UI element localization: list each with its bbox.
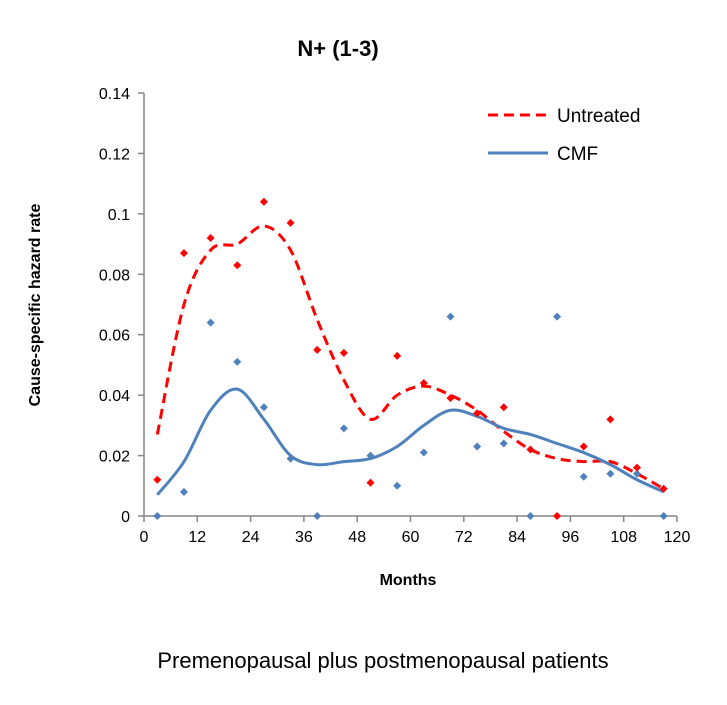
y-tick-label: 0.12 bbox=[99, 146, 130, 163]
data-point-cmf bbox=[473, 442, 482, 451]
data-point-cmf bbox=[659, 512, 668, 520]
data-point-untreated bbox=[366, 478, 375, 487]
chart-title: N+ (1-3) bbox=[297, 36, 378, 61]
data-point-untreated bbox=[313, 345, 322, 354]
data-point-cmf bbox=[206, 318, 215, 327]
data-point-cmf bbox=[579, 472, 588, 481]
data-point-cmf bbox=[526, 512, 535, 520]
data-points bbox=[153, 197, 668, 520]
y-tick-label: 0.04 bbox=[99, 388, 130, 405]
x-tick-label: 96 bbox=[562, 529, 580, 546]
axes: 0 12 24 36 48 60 72 84 96 108 120 0 0.02 0.04 0.06 0.08… bbox=[99, 86, 691, 546]
y-tick-label: 0.06 bbox=[99, 328, 130, 345]
data-point-cmf bbox=[499, 439, 508, 448]
data-point-cmf bbox=[633, 469, 642, 478]
y-tick-label: 0.02 bbox=[99, 449, 130, 466]
y-tick-label: 0.1 bbox=[108, 207, 130, 224]
data-point-untreated bbox=[606, 415, 615, 424]
data-point-untreated bbox=[446, 394, 455, 403]
data-point-untreated bbox=[499, 403, 508, 412]
data-point-untreated bbox=[553, 512, 562, 520]
legend: Untreated CMF bbox=[488, 106, 640, 165]
y-tick-label: 0.14 bbox=[99, 86, 130, 103]
data-point-untreated bbox=[579, 442, 588, 451]
x-tick-label: 48 bbox=[348, 529, 366, 546]
data-point-untreated bbox=[153, 475, 162, 484]
trend-line-untreated bbox=[155, 224, 665, 491]
y-tick-label: 0.08 bbox=[99, 267, 130, 284]
data-point-cmf bbox=[553, 312, 562, 321]
data-point-untreated bbox=[233, 261, 242, 270]
y-axis-label: Cause-specific hazard rate bbox=[27, 204, 44, 407]
data-point-untreated bbox=[179, 249, 188, 258]
data-point-untreated bbox=[473, 409, 482, 418]
data-point-untreated bbox=[339, 348, 348, 357]
trend-lines bbox=[155, 224, 665, 496]
x-axis-label: Months bbox=[380, 572, 437, 589]
data-point-cmf bbox=[366, 451, 375, 460]
data-point-cmf bbox=[313, 512, 322, 520]
data-point-cmf bbox=[393, 481, 402, 490]
legend-label-cmf: CMF bbox=[557, 144, 598, 165]
data-point-cmf bbox=[179, 487, 188, 496]
data-point-cmf bbox=[339, 424, 348, 433]
data-point-cmf bbox=[286, 454, 295, 463]
data-point-untreated bbox=[206, 234, 215, 243]
data-point-untreated bbox=[419, 379, 428, 388]
data-point-untreated bbox=[526, 445, 535, 454]
x-tick-label: 84 bbox=[508, 529, 526, 546]
x-tick-label: 72 bbox=[455, 529, 473, 546]
data-point-untreated bbox=[286, 218, 295, 227]
data-point-untreated bbox=[393, 351, 402, 360]
x-tick-label: 24 bbox=[242, 529, 260, 546]
x-tick-label: 60 bbox=[402, 529, 420, 546]
data-point-cmf bbox=[153, 512, 162, 520]
y-tick-label: 0 bbox=[121, 509, 130, 526]
data-point-cmf bbox=[606, 469, 615, 478]
x-tick-label: 12 bbox=[188, 529, 206, 546]
trend-line-cmf bbox=[156, 387, 665, 496]
data-point-untreated bbox=[633, 463, 642, 472]
x-tick-label: 108 bbox=[610, 529, 637, 546]
data-point-cmf bbox=[259, 403, 268, 412]
data-point-cmf bbox=[233, 357, 242, 366]
x-tick-label: 36 bbox=[295, 529, 313, 546]
x-tick-label: 0 bbox=[140, 529, 149, 546]
x-tick-label: 120 bbox=[664, 529, 691, 546]
chart-caption: Premenopausal plus postmenopausal patien… bbox=[157, 648, 608, 673]
data-point-cmf bbox=[446, 312, 455, 321]
data-point-untreated bbox=[259, 197, 268, 206]
data-point-cmf bbox=[419, 448, 428, 457]
legend-label-untreated: Untreated bbox=[557, 106, 640, 127]
data-point-untreated bbox=[659, 484, 668, 493]
